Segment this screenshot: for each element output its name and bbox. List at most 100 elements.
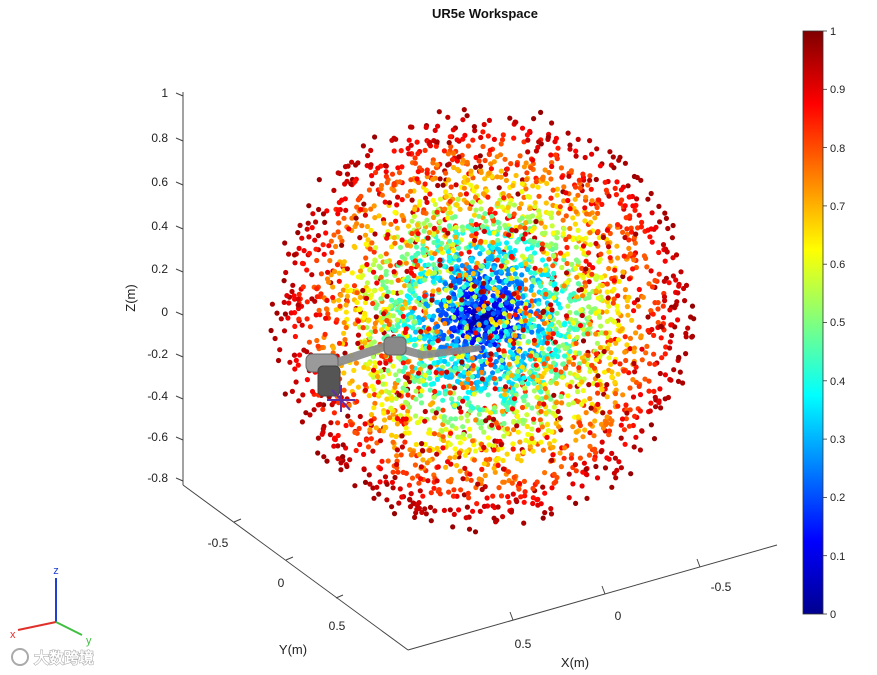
- workspace-point: [613, 192, 620, 198]
- colorbar-tick-label: 1: [830, 26, 836, 38]
- workspace-point: [623, 357, 629, 364]
- workspace-point: [423, 195, 429, 201]
- workspace-point: [494, 301, 500, 307]
- workspace-point: [557, 305, 563, 311]
- workspace-point: [426, 430, 432, 436]
- workspace-point: [464, 476, 470, 482]
- workspace-point: [314, 286, 320, 292]
- workspace-point: [446, 295, 452, 301]
- workspace-point: [427, 375, 433, 381]
- workspace-point: [356, 425, 362, 432]
- workspace-point: [508, 509, 514, 515]
- workspace-point: [445, 215, 451, 221]
- workspace-point: [447, 390, 453, 396]
- colorbar-tick-label: 0.9: [830, 84, 845, 96]
- workspace-point: [413, 441, 419, 448]
- workspace-point: [532, 270, 538, 276]
- workspace-point: [668, 377, 674, 383]
- workspace-point: [584, 472, 590, 478]
- workspace-point: [406, 482, 412, 488]
- workspace-point: [496, 297, 502, 303]
- workspace-point: [567, 370, 573, 376]
- workspace-point: [404, 242, 410, 248]
- workspace-point: [296, 316, 302, 322]
- workspace-point: [461, 185, 467, 191]
- workspace-point: [394, 447, 400, 453]
- workspace-point: [498, 168, 504, 174]
- workspace-point: [555, 145, 561, 151]
- workspace-point: [534, 377, 540, 383]
- workspace-point: [292, 366, 298, 372]
- workspace-point: [403, 416, 409, 422]
- workspace-point: [587, 430, 593, 436]
- workspace-point: [579, 483, 585, 489]
- workspace-point: [381, 220, 387, 226]
- workspace-point: [486, 117, 492, 123]
- workspace-point: [526, 369, 533, 375]
- workspace-point: [589, 401, 595, 407]
- workspace-point: [367, 481, 373, 487]
- workspace-point: [662, 258, 668, 264]
- workspace-point: [373, 314, 379, 320]
- workspace-point: [377, 438, 384, 444]
- x-tick-label: -0.5: [711, 580, 732, 594]
- workspace-point: [607, 149, 613, 155]
- workspace-point: [332, 268, 338, 275]
- workspace-point: [530, 183, 536, 189]
- workspace-point: [495, 237, 501, 243]
- workspace-point: [530, 448, 536, 454]
- workspace-point: [281, 278, 287, 284]
- workspace-point: [353, 360, 359, 366]
- workspace-point: [509, 480, 515, 486]
- workspace-point: [589, 362, 595, 368]
- workspace-point: [583, 410, 589, 416]
- workspace-point: [573, 244, 579, 250]
- colorbar-tick-label: 0.8: [830, 143, 845, 155]
- workspace-point: [371, 339, 377, 345]
- workspace-point: [362, 387, 368, 393]
- workspace-point: [491, 447, 497, 453]
- workspace-point: [321, 454, 327, 460]
- workspace-point: [503, 365, 509, 371]
- workspace-point: [421, 228, 427, 234]
- workspace-point: [301, 248, 307, 254]
- workspace-point: [561, 198, 567, 204]
- workspace-point: [478, 238, 484, 244]
- z-tick-marks: [175, 92, 184, 482]
- workspace-point: [536, 139, 542, 145]
- workspace-point: [473, 164, 479, 170]
- workspace-point: [592, 456, 598, 462]
- workspace-point: [621, 427, 628, 433]
- workspace-point: [485, 435, 491, 441]
- workspace-point: [478, 169, 484, 176]
- workspace-point: [380, 282, 386, 288]
- workspace-point: [459, 353, 465, 359]
- workspace-point: [614, 243, 620, 249]
- z-tick-label: 0.2: [151, 262, 168, 276]
- workspace-point: [468, 286, 474, 292]
- workspace-point: [314, 337, 320, 344]
- workspace-point: [374, 302, 380, 308]
- workspace-point: [506, 232, 512, 238]
- workspace-point: [472, 529, 479, 535]
- workspace-point: [586, 304, 592, 310]
- workspace-point: [651, 436, 658, 442]
- workspace-point: [516, 480, 523, 487]
- workspace-point: [389, 432, 395, 438]
- workspace-point: [405, 145, 411, 152]
- workspace-point: [400, 469, 406, 475]
- workspace-point: [465, 300, 471, 306]
- workspace-point: [669, 332, 675, 339]
- workspace-point: [543, 410, 549, 416]
- workspace-point: [336, 340, 343, 346]
- workspace-point: [471, 124, 477, 130]
- workspace-point: [636, 383, 642, 389]
- workspace-point: [437, 257, 443, 263]
- workspace-point: [345, 288, 351, 294]
- workspace-point: [685, 325, 691, 331]
- workspace-point: [504, 166, 510, 172]
- workspace-point: [509, 372, 515, 379]
- workspace-point: [448, 372, 454, 378]
- workspace-point: [631, 349, 637, 355]
